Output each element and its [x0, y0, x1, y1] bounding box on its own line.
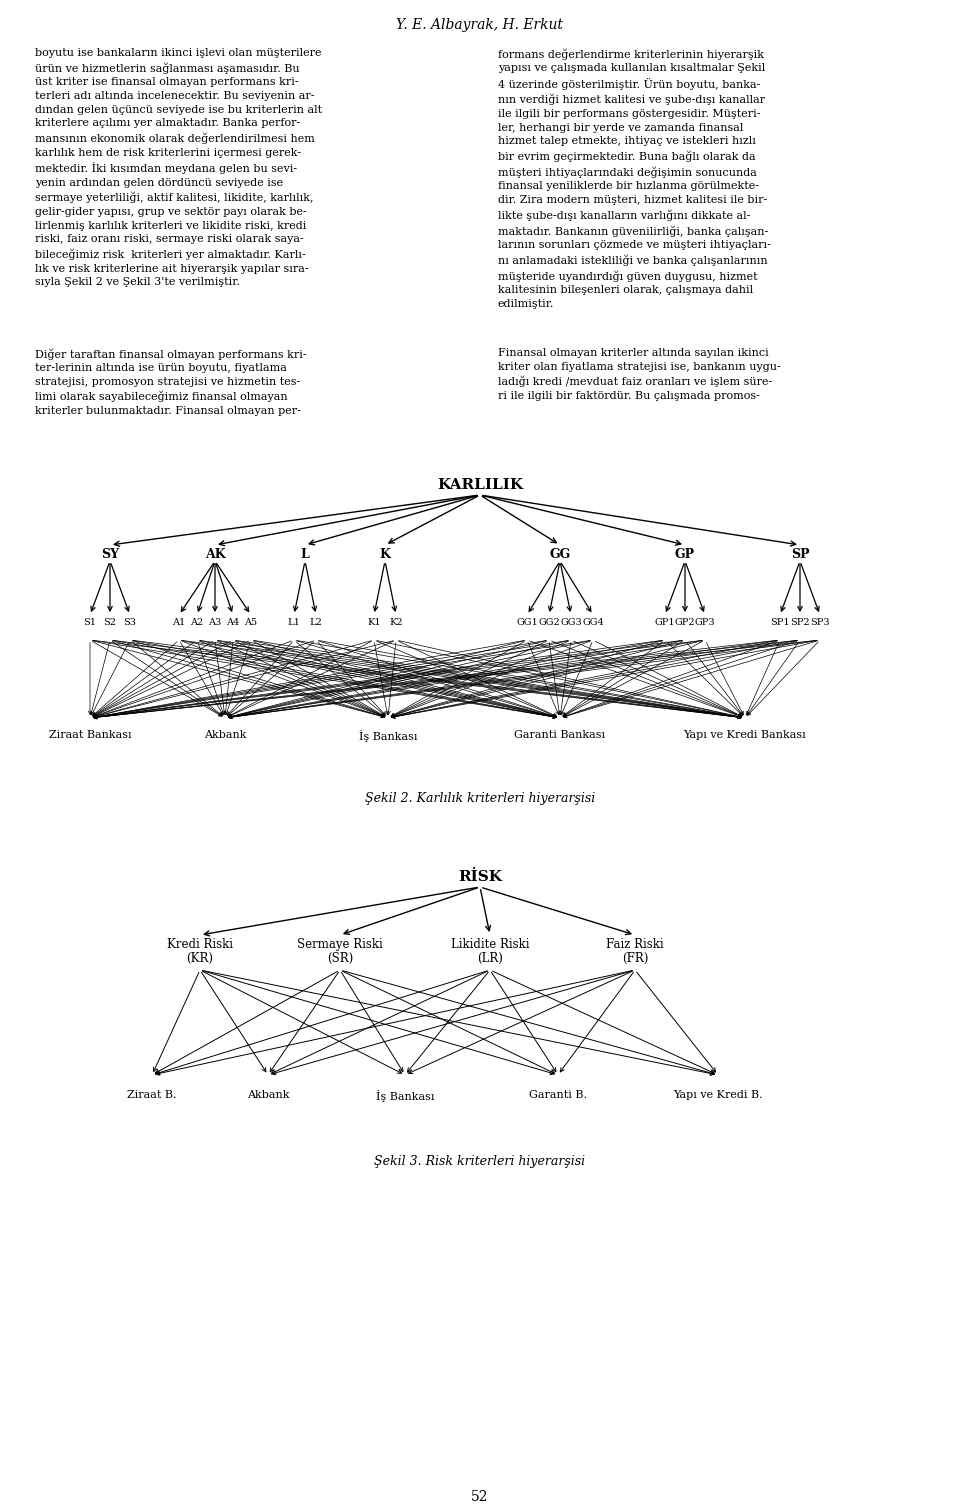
Text: Y. E. Albayrak, H. Erkut: Y. E. Albayrak, H. Erkut	[396, 18, 564, 32]
Text: L2: L2	[309, 618, 323, 627]
Text: L: L	[300, 547, 309, 561]
Text: (FR): (FR)	[622, 953, 648, 965]
Text: K2: K2	[389, 618, 403, 627]
Text: SP2: SP2	[790, 618, 810, 627]
Text: GG4: GG4	[582, 618, 604, 627]
Text: Şekil 3. Risk kriterleri hiyerarşisi: Şekil 3. Risk kriterleri hiyerarşisi	[374, 1155, 586, 1167]
Text: KARLILIK: KARLILIK	[437, 478, 523, 491]
Text: Likidite Riski: Likidite Riski	[451, 937, 529, 951]
Text: GP3: GP3	[695, 618, 715, 627]
Text: RİSK: RİSK	[458, 869, 502, 885]
Text: AK: AK	[204, 547, 226, 561]
Text: A2: A2	[190, 618, 204, 627]
Text: (SR): (SR)	[326, 953, 353, 965]
Text: SY: SY	[101, 547, 119, 561]
Text: A4: A4	[227, 618, 240, 627]
Text: GP: GP	[675, 547, 695, 561]
Text: GG3: GG3	[560, 618, 582, 627]
Text: A3: A3	[208, 618, 222, 627]
Text: Sermaye Riski: Sermaye Riski	[298, 937, 383, 951]
Text: A5: A5	[245, 618, 257, 627]
Text: (KR): (KR)	[186, 953, 213, 965]
Text: Garanti B.: Garanti B.	[529, 1090, 587, 1101]
Text: İş Bankası: İş Bankası	[359, 730, 418, 742]
Text: Faiz Riski: Faiz Riski	[606, 937, 663, 951]
Text: 52: 52	[471, 1489, 489, 1504]
Text: formans değerlendirme kriterlerinin hiyerarşik
yapısı ve çalışmada kullanılan kı: formans değerlendirme kriterlerinin hiye…	[498, 48, 771, 308]
Text: A1: A1	[173, 618, 185, 627]
Text: GG1: GG1	[516, 618, 538, 627]
Text: Garanti Bankası: Garanti Bankası	[515, 730, 606, 739]
Text: K1: K1	[367, 618, 381, 627]
Text: Kredi Riski: Kredi Riski	[167, 937, 233, 951]
Text: SP3: SP3	[810, 618, 829, 627]
Text: S2: S2	[104, 618, 116, 627]
Text: SP1: SP1	[770, 618, 790, 627]
Text: Yapı ve Kredi B.: Yapı ve Kredi B.	[673, 1090, 763, 1101]
Text: S1: S1	[84, 618, 97, 627]
Text: GG2: GG2	[539, 618, 560, 627]
Text: boyutu ise bankaların ikinci işlevi olan müşterilere
ürün ve hizmetlerin sağlanm: boyutu ise bankaların ikinci işlevi olan…	[35, 48, 323, 287]
Text: SP: SP	[791, 547, 809, 561]
Text: İş Bankası: İş Bankası	[375, 1090, 434, 1102]
Text: Ziraat B.: Ziraat B.	[128, 1090, 177, 1101]
Text: Diğer taraftan finansal olmayan performans kri-
ter-lerinin altında ise ürün boy: Diğer taraftan finansal olmayan performa…	[35, 348, 306, 416]
Text: Finansal olmayan kriterler altında sayılan ikinci
kriter olan fiyatlama strateji: Finansal olmayan kriterler altında sayıl…	[498, 348, 780, 401]
Text: Şekil 2. Karlılık kriterleri hiyerarşisi: Şekil 2. Karlılık kriterleri hiyerarşisi	[365, 792, 595, 804]
Text: Ziraat Bankası: Ziraat Bankası	[49, 730, 132, 739]
Text: Akbank: Akbank	[247, 1090, 289, 1101]
Text: GP1: GP1	[655, 618, 675, 627]
Text: Akbank: Akbank	[204, 730, 247, 739]
Text: (LR): (LR)	[477, 953, 503, 965]
Text: K: K	[379, 547, 391, 561]
Text: Yapı ve Kredi Bankası: Yapı ve Kredi Bankası	[684, 730, 806, 739]
Text: S3: S3	[124, 618, 136, 627]
Text: GG: GG	[549, 547, 570, 561]
Text: GP2: GP2	[675, 618, 695, 627]
Text: L1: L1	[288, 618, 300, 627]
